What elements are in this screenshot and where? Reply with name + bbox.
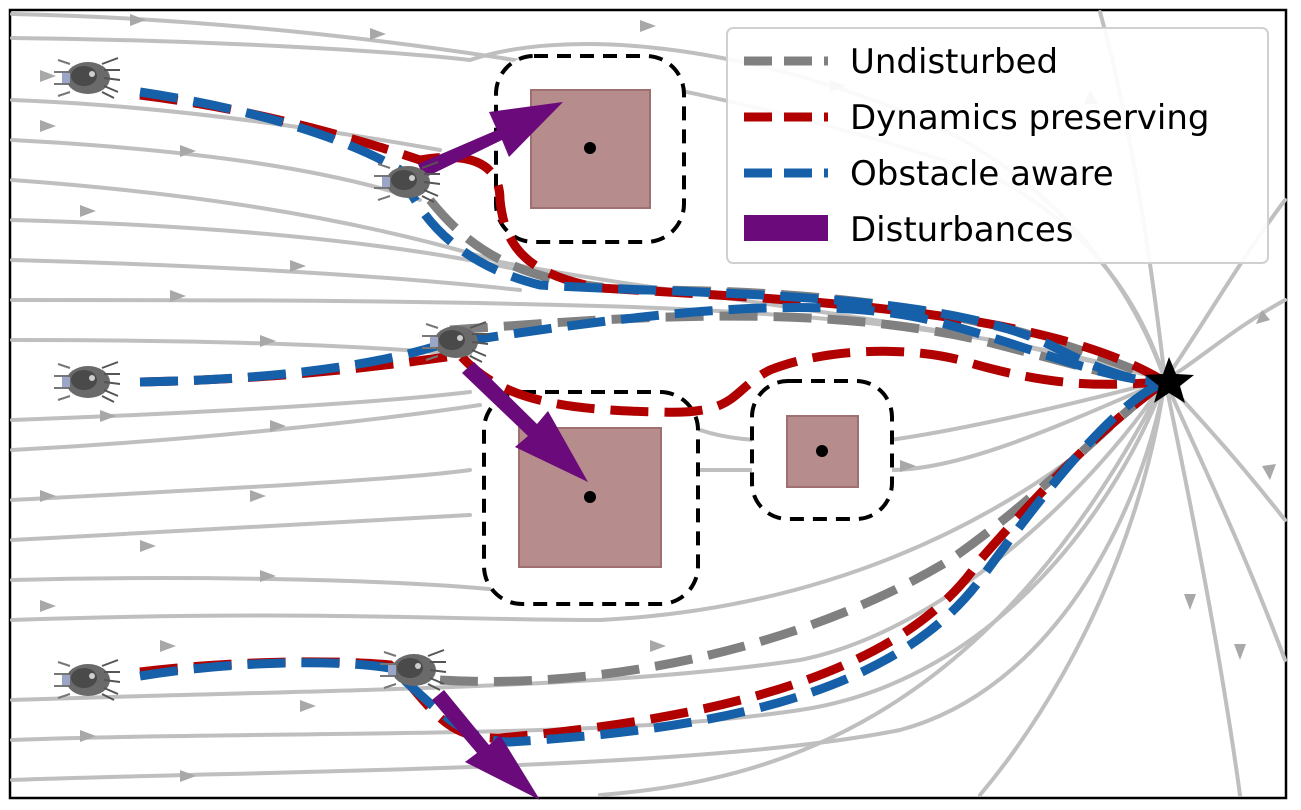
- legend-label-dynamics-preserving: Dynamics preserving: [850, 98, 1210, 138]
- obstacle-right: [750, 379, 894, 521]
- legend-label-disturbances: Disturbances: [850, 210, 1074, 250]
- star-icon: [1145, 357, 1194, 403]
- streamlines: [10, 10, 1287, 797]
- disturbance-arrows: [418, 102, 588, 800]
- streamline-arrows: [40, 14, 1276, 782]
- legend-label-obstacle-aware: Obstacle aware: [850, 154, 1114, 194]
- obstacle-top: [494, 54, 686, 244]
- legend-label-undisturbed: Undisturbed: [850, 42, 1058, 82]
- legend: Undisturbed Dynamics preserving Obstacle…: [726, 27, 1269, 264]
- obstacle-aware-trajectories: [139, 87, 1167, 747]
